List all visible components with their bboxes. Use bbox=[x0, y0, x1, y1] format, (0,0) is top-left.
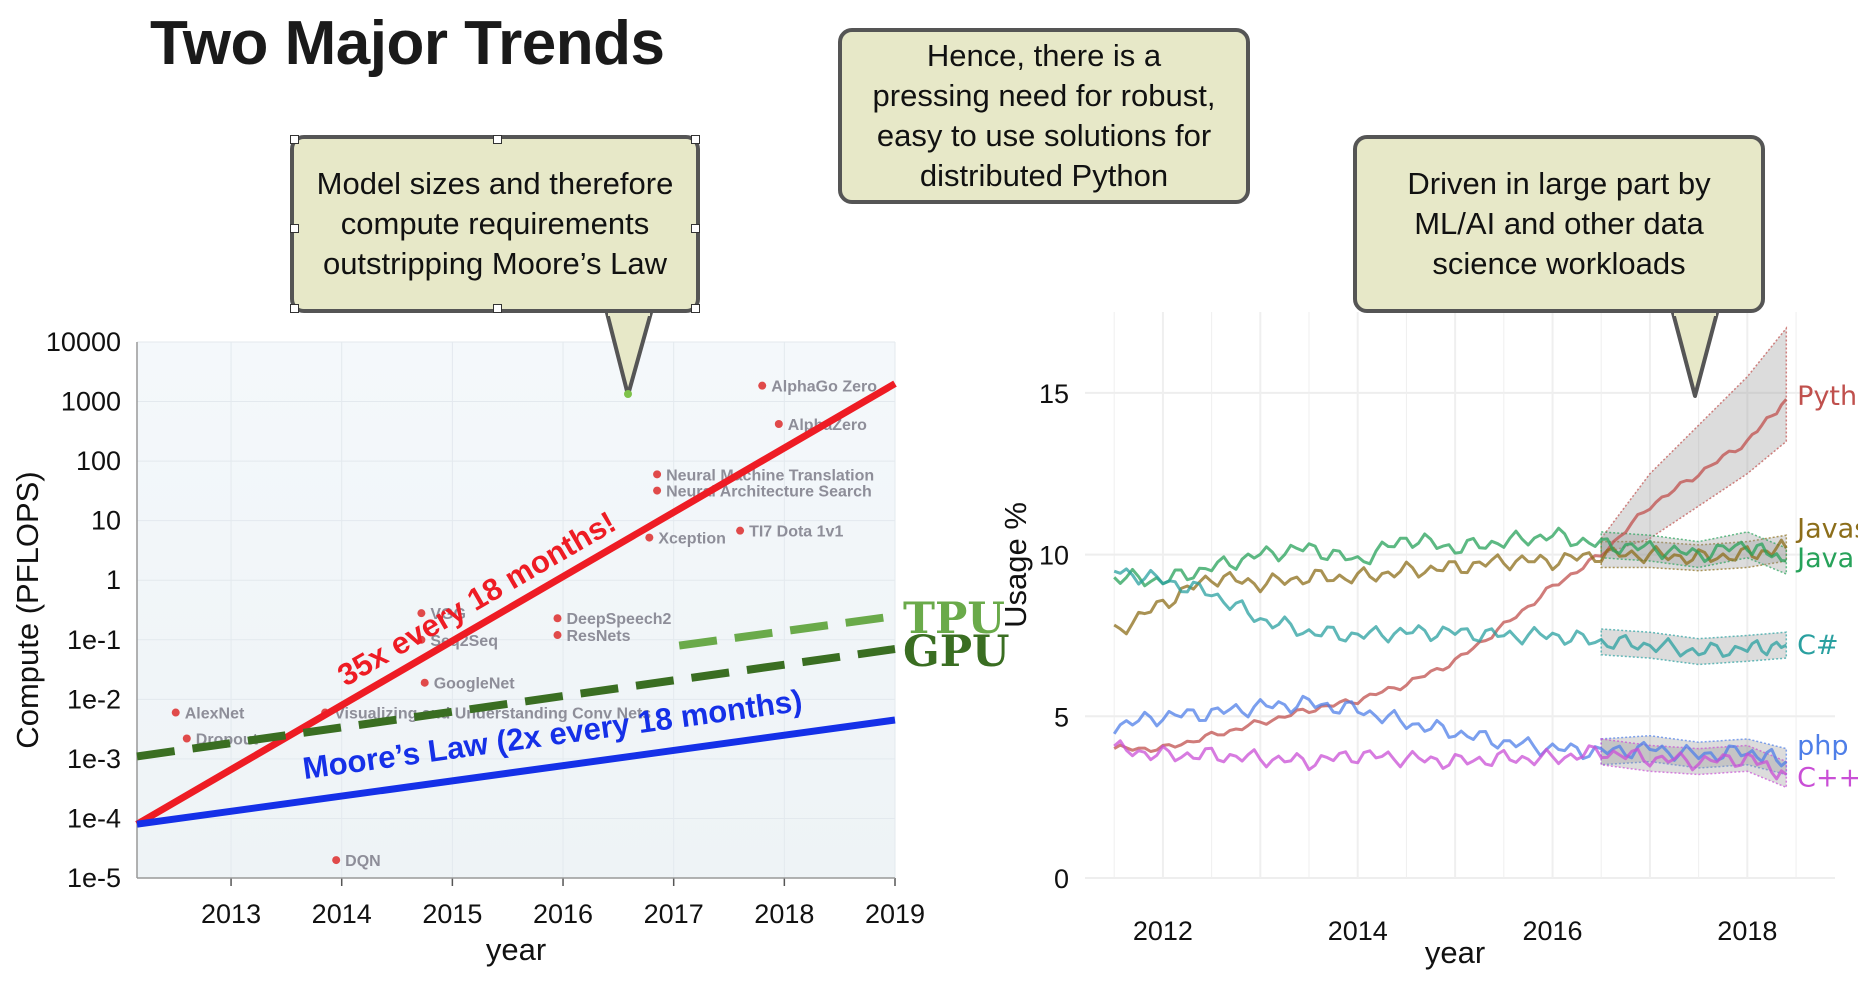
callout-ml-workloads: Driven in large part by ML/AI and other … bbox=[1353, 135, 1765, 313]
callout-ml-tail bbox=[1670, 307, 1720, 398]
data-point-label: VGG bbox=[430, 606, 466, 623]
data-point-label: Visualizing and Understanding Conv Nets bbox=[334, 706, 651, 723]
trend-line bbox=[136, 645, 896, 761]
x-tick-label: 2014 bbox=[1328, 916, 1388, 946]
data-point bbox=[553, 631, 562, 640]
y-tick-label: 1e-4 bbox=[67, 803, 121, 833]
y-tick-label: 5 bbox=[1054, 702, 1069, 732]
data-point bbox=[653, 486, 662, 495]
trend-line bbox=[678, 612, 896, 650]
tail-adjust-handle bbox=[624, 390, 632, 398]
callout-model-sizes-text: Model sizes and therefore compute requir… bbox=[316, 166, 674, 281]
y-tick-label: 1000 bbox=[61, 387, 121, 417]
data-point-label: GoogleNet bbox=[434, 676, 516, 693]
y-tick-label: 1e-1 bbox=[67, 625, 121, 655]
series-label: php bbox=[1797, 730, 1848, 761]
x-axis-label: year bbox=[486, 932, 546, 967]
data-point bbox=[417, 635, 426, 644]
data-point-label: DeepSpeech2 bbox=[566, 611, 671, 628]
trend-label-tpu: TPU bbox=[903, 594, 1005, 644]
data-point-label: AlphaGo Zero bbox=[771, 379, 877, 396]
language-usage-chart: 0 5 10 15 2012 2014 2016 2018 year Usage % Python J… bbox=[998, 312, 1858, 970]
forecast-band bbox=[1600, 738, 1788, 789]
compute-chart: 10000 1000 100 10 1 1e-1 1e-2 1e-3 1e-4 1e-5 2013 2… bbox=[10, 327, 1010, 967]
y-axis-label: Compute (PFLOPS) bbox=[10, 471, 45, 748]
data-point bbox=[417, 609, 426, 618]
selection-handle[interactable] bbox=[691, 224, 700, 233]
y-tick-label: 10 bbox=[1039, 541, 1069, 571]
forecast-band bbox=[1600, 326, 1788, 556]
data-point bbox=[171, 708, 180, 717]
data-point bbox=[774, 419, 783, 428]
selection-handle[interactable] bbox=[290, 135, 299, 144]
series-line bbox=[1113, 567, 1787, 658]
series-line bbox=[1113, 526, 1787, 588]
series-label: Java bbox=[1795, 543, 1854, 574]
series-line bbox=[1112, 694, 1788, 768]
x-tick-label: 2018 bbox=[754, 899, 814, 929]
y-tick-label: 1e-5 bbox=[67, 863, 121, 893]
selection-handle[interactable] bbox=[691, 304, 700, 313]
x-tick-label: 2015 bbox=[422, 899, 482, 929]
data-point-label: Xception bbox=[658, 531, 726, 548]
x-tick-label: 2012 bbox=[1133, 916, 1193, 946]
data-point-label: ResNets bbox=[566, 628, 630, 645]
series-label: C++ bbox=[1797, 763, 1858, 794]
callout-python-need-text: Hence, there is a pressing need for robu… bbox=[872, 38, 1216, 193]
x-tick-label: 2016 bbox=[533, 899, 593, 929]
data-point-label: DQN bbox=[345, 853, 381, 870]
data-point bbox=[332, 856, 341, 865]
data-point-label: AlexNet bbox=[185, 706, 245, 723]
trend-label-gpu: GPU bbox=[903, 627, 1010, 677]
y-tick-label: 0 bbox=[1054, 864, 1069, 894]
data-point-label: TI7 Dota 1v1 bbox=[749, 524, 843, 541]
y-tick-label: 100 bbox=[76, 446, 121, 476]
trend-line bbox=[136, 716, 896, 828]
y-tick-label: 1 bbox=[106, 565, 121, 595]
callout-model-sizes[interactable]: Model sizes and therefore compute requir… bbox=[290, 135, 700, 313]
selection-handle[interactable] bbox=[493, 304, 502, 313]
series-label: C# bbox=[1797, 630, 1838, 661]
y-tick-label: 1e-2 bbox=[67, 684, 121, 714]
trend-line bbox=[135, 380, 897, 828]
selection-handle[interactable] bbox=[691, 135, 700, 144]
data-point-label: Neural Machine Translation bbox=[666, 467, 874, 484]
slide-title: Two Major Trends bbox=[150, 9, 665, 78]
data-point bbox=[182, 734, 191, 743]
data-point bbox=[758, 381, 767, 390]
selection-handle[interactable] bbox=[290, 224, 299, 233]
series-line bbox=[1113, 398, 1788, 753]
x-tick-label: 2019 bbox=[865, 899, 925, 929]
series-label: Javasc. bbox=[1795, 514, 1858, 545]
series-line bbox=[1113, 739, 1788, 781]
y-tick-label: 10 bbox=[91, 506, 121, 536]
y-tick-label: 10000 bbox=[46, 327, 121, 357]
x-tick-label: 2016 bbox=[1522, 916, 1582, 946]
x-tick-label: 2014 bbox=[312, 899, 372, 929]
x-tick-label: 2018 bbox=[1717, 916, 1777, 946]
x-tick-label: 2017 bbox=[644, 899, 704, 929]
y-tick-label: 15 bbox=[1039, 379, 1069, 409]
data-point bbox=[736, 526, 745, 535]
series-line bbox=[1113, 538, 1788, 636]
forecast-band bbox=[1600, 628, 1788, 666]
data-point bbox=[420, 678, 429, 687]
x-tick-label: 2013 bbox=[201, 899, 261, 929]
data-point bbox=[653, 470, 662, 479]
data-point bbox=[553, 614, 562, 623]
callout-python-need: Hence, there is a pressing need for robu… bbox=[838, 28, 1250, 204]
y-tick-label: 1e-3 bbox=[67, 744, 121, 774]
selection-handle[interactable] bbox=[290, 304, 299, 313]
data-point bbox=[645, 533, 654, 542]
x-axis-label: year bbox=[1425, 935, 1485, 970]
y-axis-label: Usage % bbox=[998, 502, 1033, 628]
selection-handle[interactable] bbox=[493, 135, 502, 144]
series-label: Python bbox=[1797, 381, 1858, 412]
callout-ml-workloads-text: Driven in large part by ML/AI and other … bbox=[1407, 166, 1711, 281]
plot-background bbox=[137, 342, 895, 878]
